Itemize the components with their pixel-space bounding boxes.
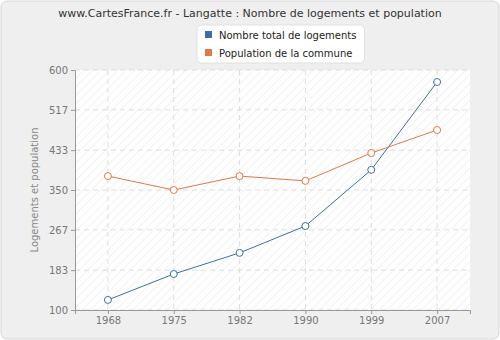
legend-swatch [205, 49, 212, 56]
tick-mark [71, 310, 75, 311]
grid-line [107, 70, 108, 310]
line [108, 82, 437, 300]
tick-mark [71, 110, 75, 111]
chart: www.CartesFrance.fr - Langatte : Nombre … [0, 0, 500, 340]
tick-label: 1982 [227, 315, 252, 326]
tick: 183 [49, 265, 75, 276]
tick-label: 267 [49, 225, 68, 236]
point [236, 249, 243, 256]
tick: 2007 [425, 310, 450, 326]
tick-mark [71, 150, 75, 151]
grid-line [437, 70, 438, 310]
legend-label: Population de la commune [219, 48, 352, 59]
axis-title: Logements et population [29, 127, 40, 252]
tick-label: 1990 [293, 315, 318, 326]
tick: 1999 [359, 310, 384, 326]
tick-mark [240, 310, 241, 314]
grid-line [239, 70, 240, 310]
point [434, 127, 441, 134]
tick-label: 517 [49, 105, 68, 116]
tick: 100 [49, 305, 75, 316]
tick-mark [108, 310, 109, 314]
legend-label: Nombre total de logements [219, 30, 356, 41]
y-axis: 100 183 267 350 433 517 600 [49, 65, 76, 316]
point [104, 173, 111, 180]
axis-line [76, 311, 471, 315]
grid-line [75, 190, 470, 191]
tick: 1990 [293, 310, 318, 326]
grid [75, 70, 470, 310]
title: www.CartesFrance.fr - Langatte : Nombre … [58, 7, 441, 20]
tick-mark [71, 70, 75, 71]
tick-mark [71, 190, 75, 191]
grid-line [305, 70, 306, 310]
point [302, 177, 309, 184]
tick: 350 [49, 185, 75, 196]
grid-line [75, 150, 470, 151]
tick: 433 [49, 145, 75, 156]
axis-line [71, 71, 76, 311]
tick-label: 100 [49, 305, 68, 316]
tick-mark [71, 230, 75, 231]
point [104, 296, 111, 303]
tick: 1975 [162, 310, 187, 326]
grid-line [371, 70, 372, 310]
grid-line [75, 109, 470, 110]
point [434, 79, 441, 86]
point [170, 187, 177, 194]
grid-line [75, 70, 470, 71]
legend: Nombre total de logements Population de l… [197, 25, 364, 63]
line [108, 130, 437, 190]
tick-label: 350 [49, 185, 68, 196]
background [1, 1, 499, 339]
tick-label: 1968 [96, 315, 121, 326]
legend-box [197, 25, 364, 63]
tick-label: 1975 [162, 315, 187, 326]
tick: 1982 [227, 310, 252, 326]
tick: 600 [49, 65, 75, 76]
tick-mark [437, 310, 438, 314]
tick-mark [371, 310, 372, 314]
tick-mark [174, 310, 175, 314]
tick-label: 600 [49, 65, 68, 76]
point [368, 150, 375, 157]
tick-label: 433 [49, 145, 68, 156]
grid-line [75, 270, 470, 271]
tick: 517 [49, 105, 75, 116]
tick: 1968 [96, 310, 121, 326]
point [302, 223, 309, 230]
legend-swatch [205, 31, 212, 38]
x-axis: 1968 1975 1982 1990 1999 2007 [76, 310, 471, 326]
tick-label: 1999 [359, 315, 384, 326]
tick-mark [305, 310, 306, 314]
point [236, 173, 243, 180]
grid-line [75, 229, 470, 230]
point [170, 271, 177, 278]
tick-label: 183 [49, 265, 68, 276]
marks [104, 79, 440, 304]
tick-mark [71, 270, 75, 271]
tick: 267 [49, 225, 75, 236]
plot-area [75, 70, 470, 310]
tick-label: 2007 [425, 315, 450, 326]
point [368, 166, 375, 173]
